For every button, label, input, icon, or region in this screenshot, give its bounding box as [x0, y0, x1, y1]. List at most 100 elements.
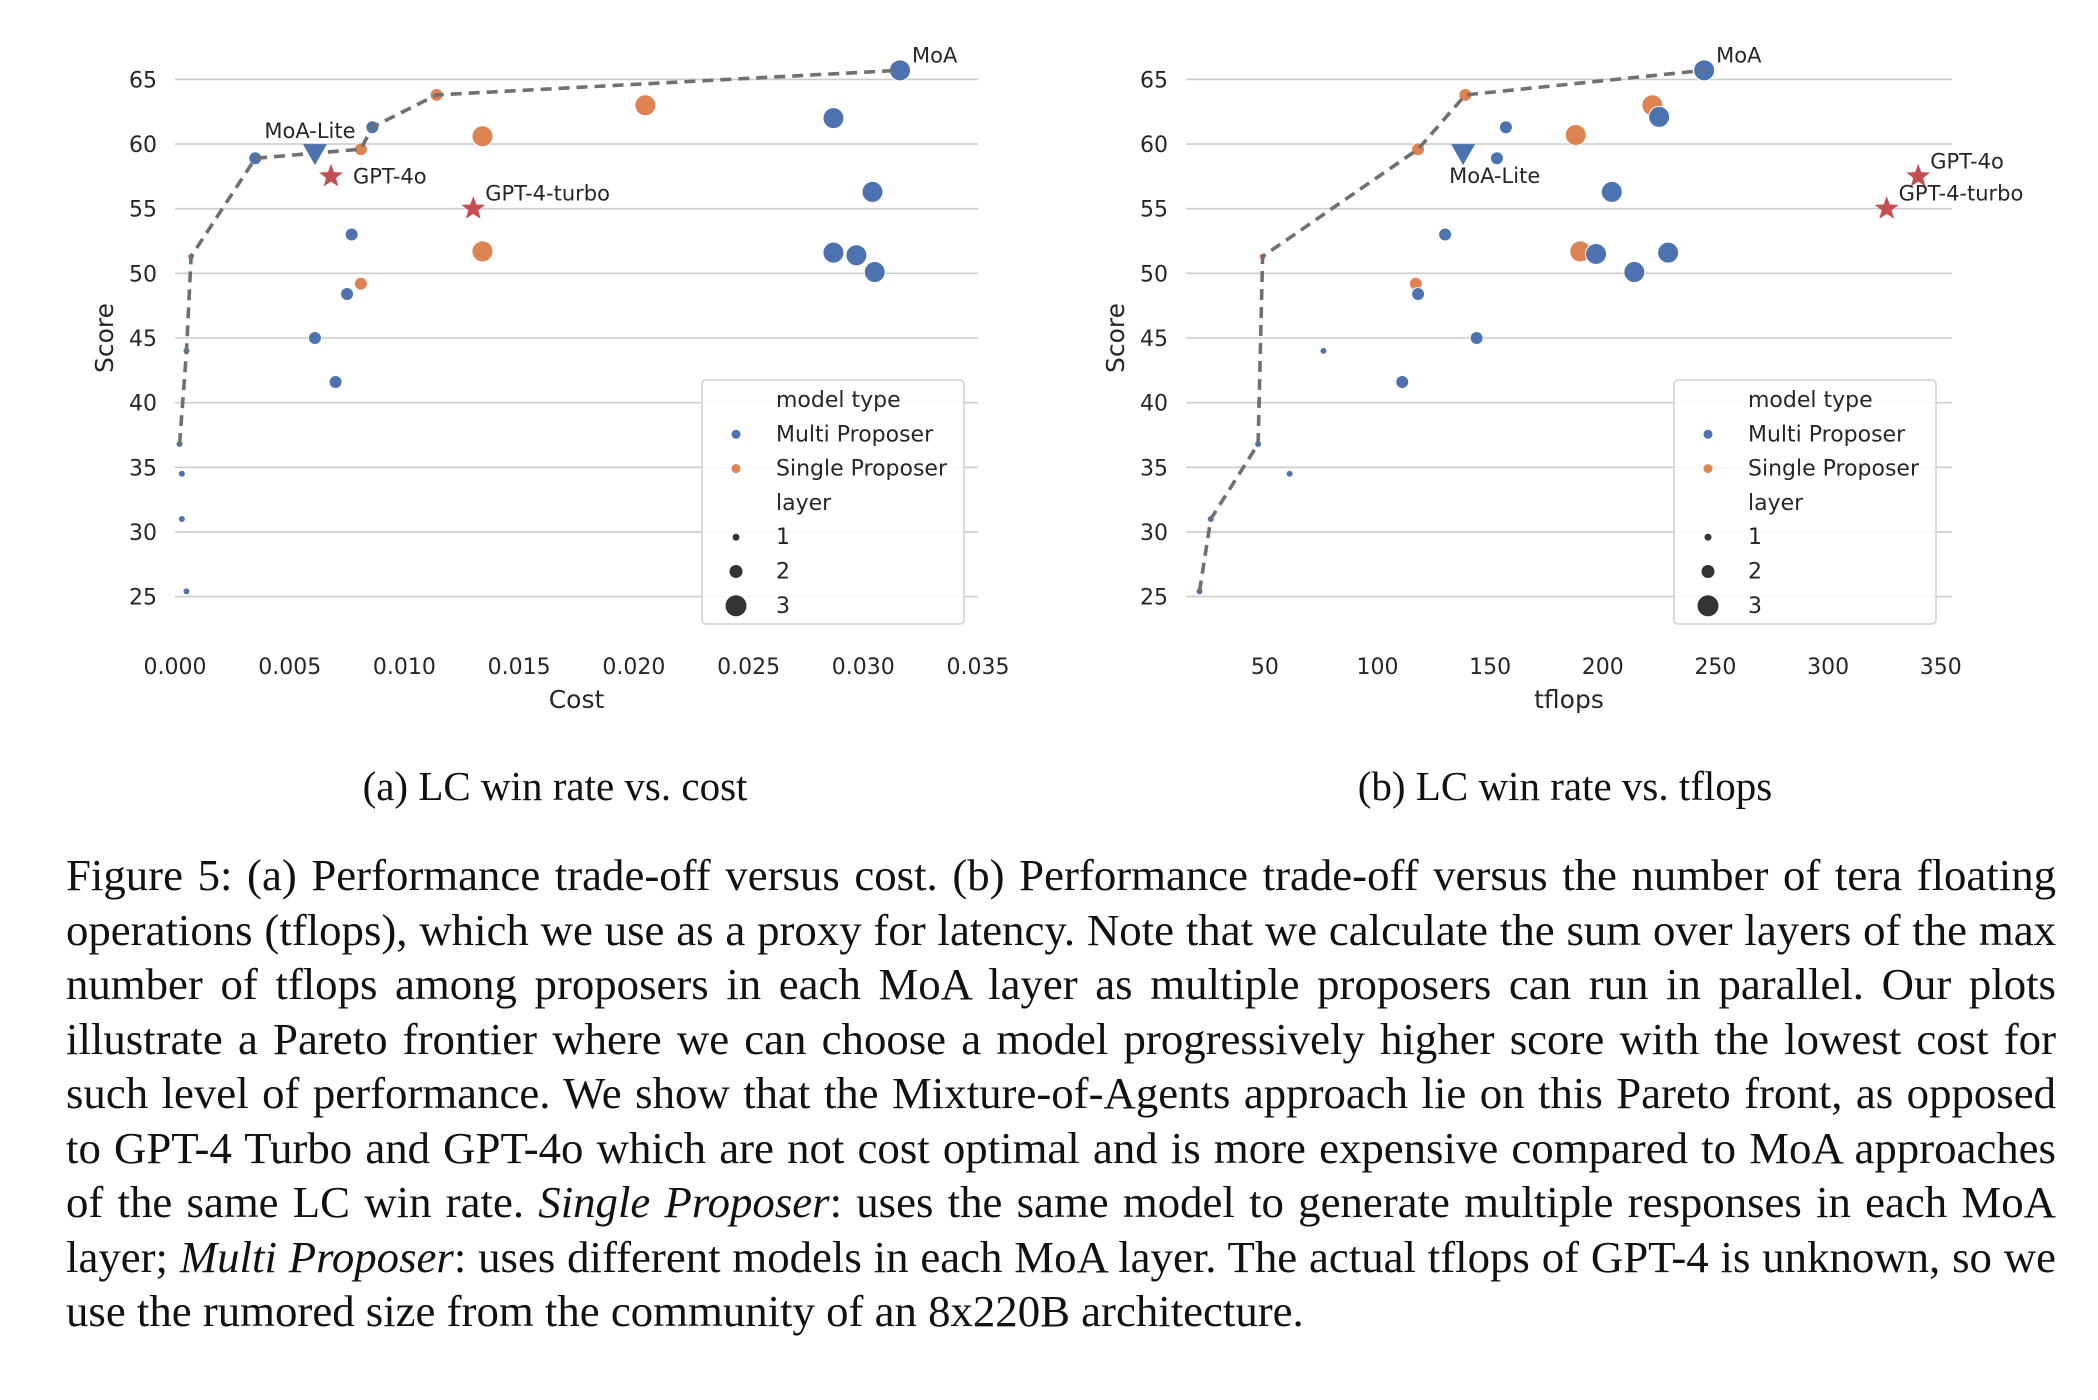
- caption-mid: : uses the same model to generate multip…: [66, 1177, 2057, 1282]
- y-tick-label: 65: [129, 68, 157, 93]
- legend-label-layer: 2: [776, 560, 790, 585]
- y-tick-label: 45: [129, 327, 157, 352]
- point-annotation: GPT-4o: [353, 164, 427, 188]
- point-annotation: MoA-Lite: [264, 119, 355, 143]
- legend-box: [1673, 379, 1937, 625]
- panel-a-title: (a) LC win rate vs. cost: [362, 763, 748, 809]
- x-tick-label: 50: [1251, 655, 1279, 680]
- data-point-single: [353, 276, 368, 291]
- point-annotation: MoA-Lite: [1449, 164, 1540, 188]
- data-point-single: [471, 240, 494, 263]
- y-tick-label: 50: [129, 262, 157, 287]
- data-point-multi: [845, 244, 868, 267]
- legend-marker-single: [1703, 464, 1713, 474]
- legend-marker-layer: [1704, 533, 1712, 541]
- x-tick-label: 0.020: [602, 655, 665, 680]
- legend-title-type: model type: [776, 388, 901, 413]
- gpt-star-marker: [461, 196, 486, 219]
- data-point-multi: [182, 587, 191, 596]
- gpt-star-marker: [1874, 196, 1899, 219]
- figure-caption: Figure 5: (a) Performance trade-off vers…: [66, 848, 2056, 1339]
- point-annotation: MoA: [1716, 43, 1762, 67]
- x-tick-label: 250: [1694, 655, 1736, 680]
- x-tick-label: 300: [1807, 655, 1849, 680]
- data-point-multi: [1489, 151, 1504, 166]
- panel-cost: 25 30 35 40 45 50 55 60 65 0.000 0.005 0.010 0.015 0.…: [90, 43, 1009, 714]
- data-point-multi: [1438, 227, 1453, 242]
- y-axis-label: Score: [90, 303, 119, 373]
- caption-suffix: : uses different models in each MoA laye…: [66, 1231, 2056, 1337]
- caption-prefix: Figure 5: (a) Performance trade-off vers…: [66, 850, 2056, 1227]
- legend-title-layer: layer: [1748, 491, 1804, 516]
- data-point-multi: [1469, 331, 1484, 345]
- x-axis-label: tflops: [1534, 685, 1604, 714]
- data-point-single: [1564, 123, 1587, 146]
- y-tick-label: 35: [129, 456, 157, 481]
- legend-marker-layer: [1701, 565, 1715, 578]
- data-point-multi: [1498, 120, 1513, 135]
- panel-titles: (a) LC win rate vs. cost (b) LC win rate…: [0, 762, 2098, 822]
- legend-title-layer: layer: [776, 491, 832, 516]
- legend-marker-multi: [731, 429, 741, 439]
- y-tick-label: 65: [1140, 68, 1168, 93]
- data-point-multi: [1657, 241, 1680, 264]
- x-tick-label: 100: [1357, 655, 1399, 680]
- data-point-multi: [1623, 261, 1646, 284]
- y-tick-label: 40: [1140, 392, 1168, 417]
- data-point-multi: [340, 287, 355, 302]
- point-annotation: GPT-4-turbo: [1899, 182, 2024, 206]
- data-point-multi: [822, 241, 845, 264]
- legend-label-single: Single Proposer: [1748, 457, 1920, 482]
- legend-title-type: model type: [1748, 388, 1873, 413]
- x-tick-label: 200: [1582, 655, 1624, 680]
- data-point-multi: [861, 180, 884, 203]
- data-point-multi: [1319, 346, 1328, 355]
- data-point-single: [471, 125, 494, 148]
- caption-term-multi: Multi Proposer: [179, 1231, 454, 1282]
- data-point-multi: [344, 227, 359, 242]
- y-tick-label: 35: [1140, 456, 1168, 481]
- legend-marker-layer: [732, 533, 740, 541]
- y-tick-label: 30: [1140, 521, 1168, 546]
- legend-label-layer: 3: [776, 594, 790, 619]
- y-tick-label: 40: [129, 392, 157, 417]
- legend-label-layer: 1: [1748, 525, 1762, 550]
- legend-box: [701, 379, 965, 625]
- x-tick-label: 0.035: [947, 655, 1010, 680]
- legend-label-multi: Multi Proposer: [776, 422, 934, 447]
- data-point-multi: [1585, 242, 1608, 265]
- data-point-multi: [1411, 287, 1426, 302]
- legend-marker-layer: [729, 565, 743, 578]
- legend-label-layer: 1: [776, 525, 790, 550]
- data-point-multi: [1600, 180, 1623, 203]
- x-tick-label: 350: [1920, 655, 1962, 680]
- gpt-star-marker: [319, 163, 343, 187]
- moa-lite-marker: [302, 144, 327, 166]
- data-point-multi: [177, 469, 186, 478]
- data-point-single: [634, 94, 657, 117]
- x-axis-label: Cost: [549, 685, 605, 714]
- x-tick-label: 0.010: [373, 655, 436, 680]
- data-point-multi: [307, 331, 322, 345]
- x-tick-label: 0.000: [144, 655, 207, 680]
- gpt-star-marker: [1906, 163, 1931, 187]
- legend-marker-layer: [1697, 595, 1719, 617]
- legend-marker-multi: [1703, 429, 1713, 439]
- legend-label-layer: 2: [1748, 560, 1762, 585]
- point-annotation: GPT-4-turbo: [485, 182, 610, 206]
- y-tick-label: 25: [1140, 586, 1168, 611]
- data-point-multi: [822, 107, 845, 130]
- figure-charts: 25 30 35 40 45 50 55 60 65 0.000 0.005 0.010 0.015 0.…: [90, 43, 2023, 714]
- moa-lite-marker: [1451, 144, 1476, 166]
- y-tick-label: 60: [1140, 133, 1168, 158]
- panel-b-title: (b) LC win rate vs. tflops: [1357, 763, 1773, 809]
- x-tick-label: 150: [1469, 655, 1511, 680]
- x-tick-label: 0.015: [488, 655, 551, 680]
- caption-term-single: Single Proposer: [538, 1177, 830, 1227]
- legend-label-layer: 3: [1748, 594, 1762, 619]
- point-annotation: MoA: [912, 43, 958, 67]
- x-tick-label: 0.025: [717, 655, 780, 680]
- data-point-multi: [1648, 105, 1671, 128]
- panel-tflops: 25 30 35 40 45 50 55 60 65 50 100 150 200 250 300 350 tf…: [1101, 43, 2023, 714]
- data-point-multi: [177, 515, 186, 524]
